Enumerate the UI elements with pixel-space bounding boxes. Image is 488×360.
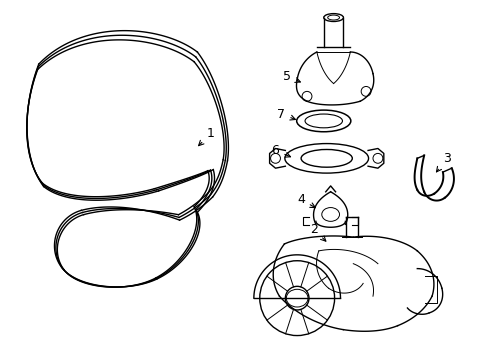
Text: 2: 2 xyxy=(309,223,325,241)
Text: 7: 7 xyxy=(277,108,295,121)
Text: 5: 5 xyxy=(283,70,300,83)
Text: 4: 4 xyxy=(297,193,315,208)
Text: 1: 1 xyxy=(198,127,214,146)
Text: 6: 6 xyxy=(271,144,290,157)
Text: 3: 3 xyxy=(436,152,450,172)
